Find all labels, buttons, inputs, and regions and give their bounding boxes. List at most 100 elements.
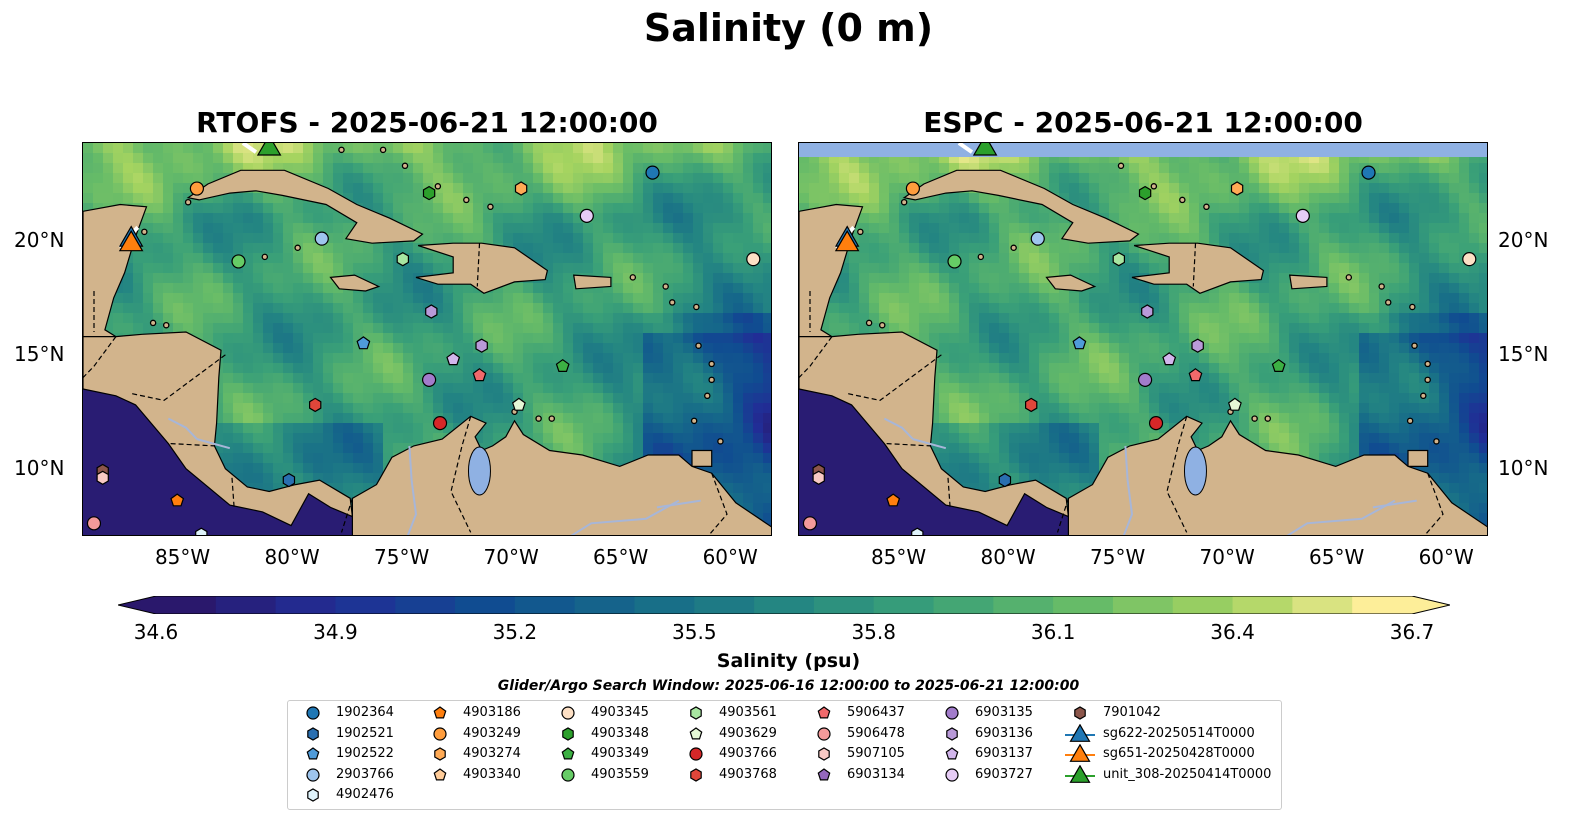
lake-maracaibo bbox=[467, 446, 491, 496]
lon-tick-label: 85°W bbox=[154, 545, 211, 569]
obs-6903727[interactable] bbox=[579, 208, 594, 223]
obs-6903136[interactable] bbox=[425, 304, 438, 319]
obs-4903274[interactable] bbox=[514, 181, 528, 196]
pacific-low-salinity bbox=[799, 389, 1069, 535]
obs-4903561[interactable] bbox=[396, 252, 409, 267]
legend-label: 4903340 bbox=[463, 766, 521, 782]
obs-4903349[interactable] bbox=[555, 358, 570, 372]
obs-2903766[interactable] bbox=[1030, 231, 1045, 246]
obs-4903249[interactable] bbox=[189, 181, 205, 196]
obs-4903768[interactable] bbox=[309, 397, 322, 413]
land-hispaniola bbox=[1131, 242, 1265, 294]
glider-unit_308-20250414T0000[interactable] bbox=[972, 143, 998, 156]
obs-4903629[interactable] bbox=[1227, 397, 1242, 411]
obs-1902522[interactable] bbox=[1072, 336, 1087, 350]
obs-4903559[interactable] bbox=[947, 254, 962, 269]
legend-label: 6903135 bbox=[975, 705, 1033, 720]
land-centralam bbox=[83, 331, 354, 527]
glider-unit_308-20250414T0000[interactable] bbox=[256, 143, 282, 156]
obs-6903135[interactable] bbox=[1137, 372, 1153, 387]
legend-marker-icon bbox=[434, 747, 446, 761]
legend-item: 4903274 bbox=[423, 744, 623, 764]
obs-6903136[interactable] bbox=[1141, 304, 1154, 319]
land-trinidad bbox=[691, 449, 713, 467]
legend: 1902364 1902521 1902522 2903766 4902476 49031… bbox=[287, 700, 1282, 810]
colorbar-extend-low bbox=[118, 596, 156, 614]
obs-5906437[interactable] bbox=[1188, 368, 1203, 382]
legend-item: sg651-20250428T0000 bbox=[1063, 744, 1263, 764]
legend-item: 5906478 bbox=[807, 724, 1007, 744]
colorbar-segment bbox=[1232, 596, 1293, 614]
obs-4903348[interactable] bbox=[422, 185, 436, 201]
legend-item: 4903349 bbox=[551, 744, 751, 764]
obs-4903766[interactable] bbox=[1148, 416, 1164, 431]
legend-label: 2903766 bbox=[336, 766, 394, 782]
legend-label: 6903136 bbox=[975, 725, 1033, 741]
obs-6903136[interactable] bbox=[475, 338, 488, 353]
colorbar-segment bbox=[455, 596, 516, 614]
obs-4903345[interactable] bbox=[746, 252, 761, 267]
glider-sg651-20250428T0000[interactable] bbox=[834, 229, 860, 252]
legend-marker-icon bbox=[433, 726, 447, 741]
obs-4903559[interactable] bbox=[231, 254, 246, 269]
legend-marker-icon bbox=[817, 767, 831, 780]
espc-map-panel[interactable] bbox=[798, 142, 1488, 536]
legend-label: 5906437 bbox=[847, 705, 905, 720]
obs-6903137[interactable] bbox=[1162, 352, 1177, 366]
glider-sg651-20250428T0000[interactable] bbox=[118, 229, 144, 252]
obs-6903137[interactable] bbox=[446, 352, 461, 366]
colorbar-segment bbox=[1112, 596, 1174, 614]
obs-4903186[interactable] bbox=[886, 493, 901, 507]
obs-5906478[interactable] bbox=[86, 516, 102, 531]
legend-marker-icon bbox=[818, 747, 830, 761]
obs-4902476[interactable] bbox=[911, 527, 924, 536]
legend-item: 6903727 bbox=[935, 765, 1135, 785]
obs-6903135[interactable] bbox=[421, 372, 437, 387]
legend-label: 6903134 bbox=[847, 766, 905, 782]
colorbar-segment bbox=[634, 596, 695, 614]
legend-marker-icon bbox=[306, 747, 320, 760]
obs-1902364[interactable] bbox=[1361, 165, 1376, 180]
obs-4903345[interactable] bbox=[1462, 252, 1477, 267]
obs-5906437[interactable] bbox=[472, 368, 487, 382]
obs-6903136[interactable] bbox=[1191, 338, 1204, 353]
legend-label: 5907105 bbox=[847, 746, 905, 761]
legend-marker-icon bbox=[433, 767, 447, 780]
rtofs-map-panel[interactable] bbox=[82, 142, 772, 536]
obs-1902521[interactable] bbox=[998, 472, 1012, 488]
obs-6903727[interactable] bbox=[1295, 208, 1310, 223]
legend-item: 4903348 bbox=[551, 724, 751, 744]
legend-label: 4903559 bbox=[591, 766, 649, 782]
obs-4903768[interactable] bbox=[1025, 397, 1038, 413]
rtofs-panel-title: RTOFS - 2025-06-21 12:00:00 bbox=[196, 106, 658, 139]
obs-1902521[interactable] bbox=[282, 472, 296, 488]
legend-label: unit_308-20250414T0000 bbox=[1103, 766, 1272, 782]
legend-item: unit_308-20250414T0000 bbox=[1063, 764, 1271, 785]
obs-5907105[interactable] bbox=[812, 470, 825, 485]
obs-4903766[interactable] bbox=[432, 416, 448, 431]
obs-4903274[interactable] bbox=[1230, 181, 1244, 196]
legend-marker-icon bbox=[306, 767, 320, 782]
obs-4903348[interactable] bbox=[1138, 185, 1152, 201]
lon-tick-label: 70°W bbox=[1199, 545, 1255, 569]
obs-4903349[interactable] bbox=[1271, 358, 1286, 372]
colorbar-tick-label: 36.7 bbox=[1389, 620, 1435, 644]
obs-1902522[interactable] bbox=[356, 336, 371, 350]
obs-4903186[interactable] bbox=[170, 493, 185, 507]
legend-label: 7901042 bbox=[1103, 705, 1161, 720]
legend-label: 5906478 bbox=[847, 725, 905, 741]
obs-4903561[interactable] bbox=[1112, 252, 1125, 267]
lon-tick-label: 80°W bbox=[980, 545, 1036, 569]
colorbar-segment bbox=[275, 596, 337, 614]
obs-5906478[interactable] bbox=[802, 516, 818, 531]
land-hispaniola bbox=[415, 242, 549, 294]
obs-2903766[interactable] bbox=[314, 231, 329, 246]
obs-5907105[interactable] bbox=[96, 470, 109, 485]
legend-marker-icon bbox=[307, 726, 319, 741]
obs-4903249[interactable] bbox=[905, 181, 921, 196]
obs-4903629[interactable] bbox=[511, 397, 526, 411]
legend-label: 4903274 bbox=[463, 746, 521, 761]
obs-1902364[interactable] bbox=[645, 165, 660, 180]
obs-4902476[interactable] bbox=[195, 527, 208, 536]
land-trinidad bbox=[1407, 449, 1429, 467]
